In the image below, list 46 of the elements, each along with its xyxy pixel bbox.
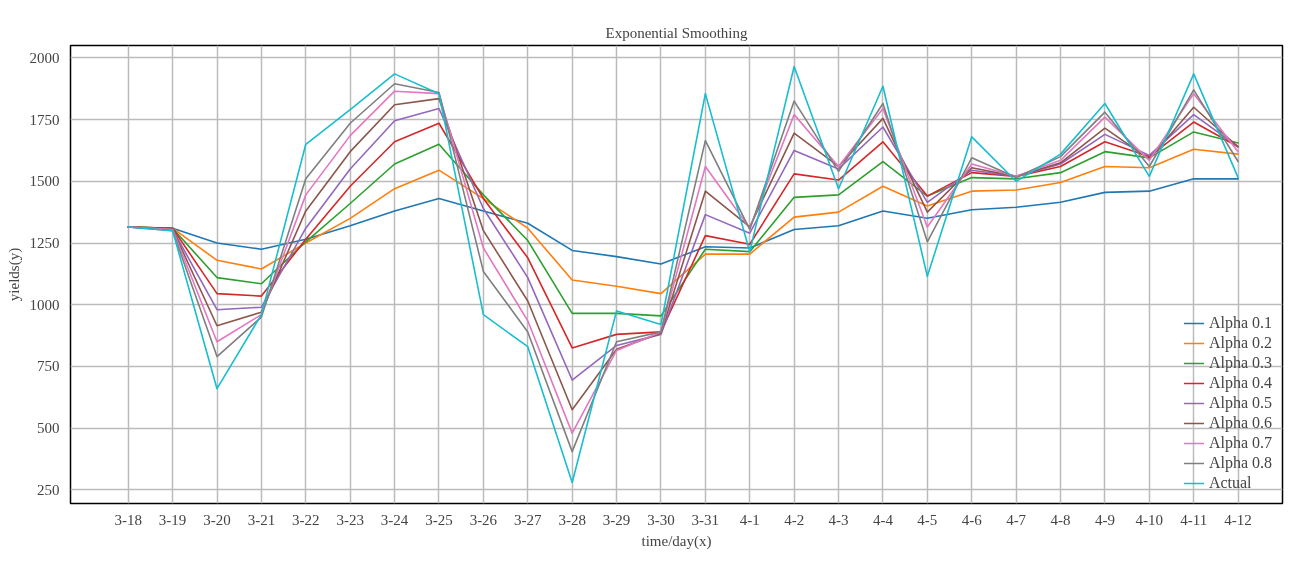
- legend-label: Alpha 0.2: [1208, 333, 1272, 353]
- legend-label: Alpha 0.8: [1208, 453, 1272, 473]
- y-tick-label: 250: [37, 481, 60, 498]
- y-tick-label: 1750: [29, 111, 60, 128]
- y-tick-label: 1250: [29, 235, 60, 252]
- legend-label: Alpha 0.5: [1208, 393, 1272, 413]
- x-tick-label: 3-18: [114, 511, 142, 528]
- y-tick-label: 750: [37, 358, 60, 375]
- legend-label: Alpha 0.4: [1208, 373, 1272, 393]
- x-tick-label: 4-12: [1224, 511, 1252, 528]
- legend-label: Alpha 0.7: [1208, 433, 1272, 453]
- x-tick-label: 3-24: [380, 511, 409, 528]
- y-axis-title: yields(y): [5, 247, 23, 302]
- x-tick-label: 3-30: [647, 511, 675, 528]
- legend-label: Alpha 0.1: [1208, 313, 1272, 333]
- x-axis-title: time/day(x): [641, 532, 712, 550]
- x-tick-label: 4-5: [917, 511, 938, 528]
- chart-title: Exponential Smoothing: [605, 24, 749, 41]
- legend-label: Alpha 0.6: [1208, 413, 1272, 433]
- x-tick-label: 4-9: [1094, 511, 1115, 528]
- x-tick-label: 4-2: [784, 511, 805, 528]
- x-tick-label: 3-23: [336, 511, 364, 528]
- x-tick-label: 4-7: [1006, 511, 1027, 528]
- x-tick-label: 3-26: [469, 511, 498, 528]
- x-tick-label: 3-28: [558, 511, 586, 528]
- x-tick-label: 4-8: [1050, 511, 1071, 528]
- x-tick-label: 3-22: [292, 511, 320, 528]
- x-tick-label: 4-4: [872, 511, 894, 528]
- x-tick-label: 3-21: [247, 511, 276, 528]
- legend-label: Actual: [1208, 473, 1252, 493]
- x-tick-label: 4-3: [828, 511, 849, 528]
- x-tick-label: 4-10: [1135, 511, 1164, 528]
- y-tick-label: 2000: [29, 49, 60, 66]
- y-tick-label: 1000: [29, 296, 60, 313]
- y-tick-label: 500: [37, 420, 60, 437]
- x-tick-label: 3-27: [514, 511, 543, 528]
- legend-label: Alpha 0.3: [1208, 353, 1272, 373]
- x-tick-label: 3-20: [203, 511, 231, 528]
- x-tick-label: 4-11: [1180, 511, 1208, 528]
- x-tick-label: 3-29: [602, 511, 631, 528]
- x-tick-label: 3-25: [425, 511, 453, 528]
- y-tick-label: 1500: [29, 173, 60, 190]
- x-tick-label: 4-1: [739, 511, 760, 528]
- x-tick-label: 3-19: [158, 511, 187, 528]
- x-tick-label: 4-6: [961, 511, 983, 528]
- x-tick-label: 3-31: [691, 511, 720, 528]
